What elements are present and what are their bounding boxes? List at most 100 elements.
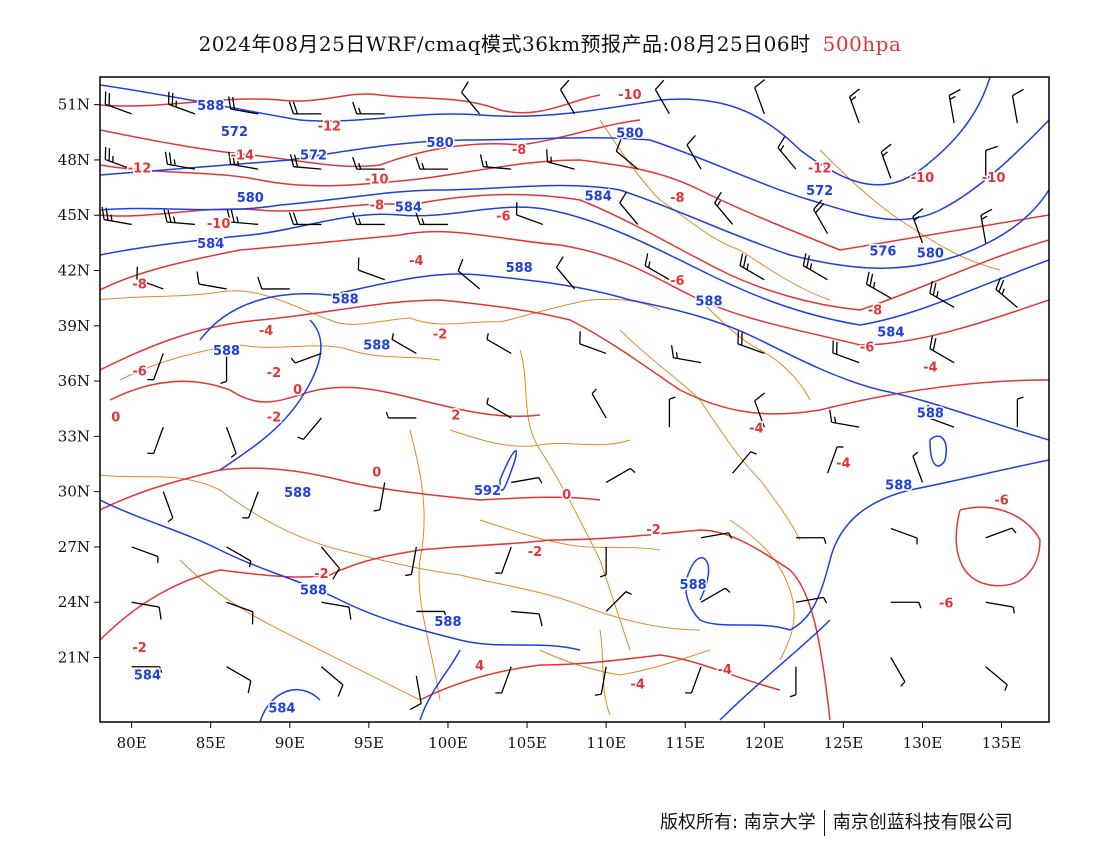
temperature_contour-label: -4 xyxy=(749,421,763,436)
height_contour-label: 588 xyxy=(434,615,461,630)
temperature_contour-label: -12 xyxy=(128,162,152,177)
wind-barb xyxy=(321,601,352,620)
height_contour-label: 584 xyxy=(585,189,612,204)
height_contour-label: 588 xyxy=(363,339,390,354)
geopotential-height-isoline xyxy=(199,273,1049,441)
height_contour-label: 588 xyxy=(506,261,533,276)
temperature-isotherm xyxy=(100,299,1049,415)
lat-tick-label: 36N xyxy=(58,372,90,390)
wind-barb xyxy=(104,146,132,170)
height_contour-label: 572 xyxy=(806,184,833,199)
lon-tick-label: 135E xyxy=(982,734,1022,752)
wind-barb xyxy=(1011,88,1024,124)
lon-tick-label: 90E xyxy=(275,734,305,752)
temperature-isotherm xyxy=(100,529,831,721)
wind-barb xyxy=(927,404,955,428)
temperature_contour-label: -6 xyxy=(939,597,953,612)
lat-tick-label: 24N xyxy=(58,593,90,611)
wind-barb xyxy=(228,96,259,115)
temperature_contour-label: -10 xyxy=(982,171,1006,186)
wind-barb xyxy=(288,212,322,226)
wind-barb xyxy=(495,546,512,574)
contour-labels: -14 -12 -12 -12 -10 -10 -10 -10 -10 -8 -8 -8 -8 -8 -6 -… xyxy=(110,86,1010,718)
height_contour-label: 584 xyxy=(197,237,224,252)
temperature_contour-label: -4 xyxy=(718,663,732,678)
wind-barb xyxy=(985,601,1015,614)
lat-tick-label: 27N xyxy=(58,538,90,556)
longitude-axis: 80E 85E 90E 95E 100E 105E 110E 115E 120E 125E 130E… xyxy=(117,722,1022,752)
temperature_contour-label: -8 xyxy=(132,278,146,293)
wind-barb xyxy=(700,587,731,603)
wind-barb xyxy=(802,253,828,281)
temperature-isotherm xyxy=(100,119,641,168)
wind-barb xyxy=(511,610,543,627)
temperature_contour-label: -10 xyxy=(207,217,231,232)
wind-barb xyxy=(162,491,174,523)
height_contour-label: 584 xyxy=(268,702,295,717)
height_contour-label: 576 xyxy=(869,245,896,260)
wind-barb xyxy=(486,397,512,419)
lon-tick-label: 100E xyxy=(428,734,468,752)
height_contour-label: 572 xyxy=(300,149,327,164)
temperature_contour-label: -8 xyxy=(670,191,684,206)
temperature_contour-label: -2 xyxy=(132,641,146,656)
boundary-line xyxy=(519,349,631,651)
height_contour-label: 588 xyxy=(695,294,722,309)
geopotential-height-isoline xyxy=(100,184,1049,269)
wind-barb xyxy=(228,151,259,170)
wind-barb xyxy=(737,331,765,355)
geopotential-height-isoline xyxy=(100,119,1049,221)
wind-barb xyxy=(297,417,322,440)
height_contour-label: 588 xyxy=(213,344,240,359)
wind-barb xyxy=(457,258,481,290)
wind-barb xyxy=(225,426,237,458)
footer-divider xyxy=(823,810,825,836)
wind-barb xyxy=(912,451,924,483)
temperature_contour-label: -4 xyxy=(631,678,645,693)
wind-barb xyxy=(789,666,797,698)
temperature_contour-label: -4 xyxy=(836,457,850,472)
temperature_contour-label: -8 xyxy=(512,143,526,158)
lat-tick-label: 51N xyxy=(58,96,90,114)
wind-barb xyxy=(257,276,290,290)
temperature_contour-label: -2 xyxy=(267,410,281,425)
temperature_contour-label: 4 xyxy=(475,659,484,674)
height_contour-label: 580 xyxy=(426,136,453,151)
wind-barb xyxy=(714,191,734,225)
wind-barb xyxy=(546,149,575,170)
height_contour-label: 588 xyxy=(680,578,707,593)
wind-barb xyxy=(929,280,955,308)
temperature_contour-label: -12 xyxy=(808,162,832,177)
height_contour-label: 584 xyxy=(877,326,904,341)
height_contour-label: 588 xyxy=(917,407,944,422)
wind-barb xyxy=(196,271,227,290)
height_contour-label: 592 xyxy=(474,484,501,499)
temperature-isotherm xyxy=(100,467,601,511)
temperature_contour-label: -2 xyxy=(646,523,660,538)
lat-tick-label: 48N xyxy=(58,151,90,169)
lat-tick-label: 39N xyxy=(58,317,90,335)
boundary-line xyxy=(619,329,801,541)
wind-barb xyxy=(605,467,636,483)
wind-barb xyxy=(826,446,844,474)
wind-barb xyxy=(865,271,892,299)
wind-barb xyxy=(391,333,417,354)
boundary-line xyxy=(119,344,441,381)
geopotential-height-isoline xyxy=(100,77,991,186)
wind-barb xyxy=(1016,396,1024,428)
temperature_contour-label: -6 xyxy=(670,274,684,289)
temperature-isotherm xyxy=(419,654,781,701)
height_contour-label: 584 xyxy=(395,200,422,215)
wind-barb xyxy=(288,101,322,115)
wind-barb xyxy=(579,331,607,355)
wind-barb xyxy=(226,546,252,568)
wind-barb xyxy=(321,666,344,697)
boundary-line xyxy=(409,429,441,701)
temperature-isotherm xyxy=(955,506,1041,587)
wind-barb xyxy=(832,340,860,364)
temperature_contour-label: -4 xyxy=(259,324,273,339)
temperature_contour-label: -10 xyxy=(365,173,389,188)
boundary-line xyxy=(599,119,831,301)
geopotential-height-contours xyxy=(100,77,1049,722)
